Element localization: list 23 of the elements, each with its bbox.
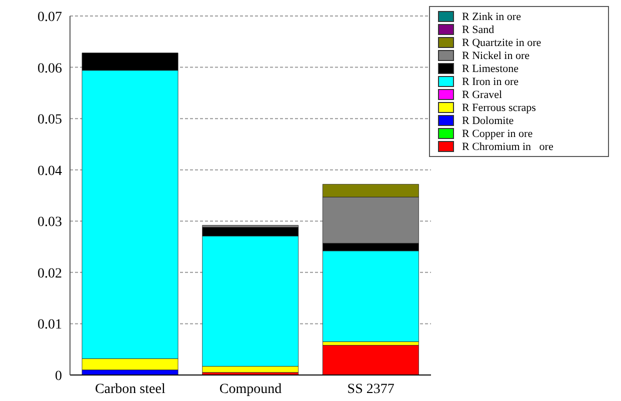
legend-label: R Sand xyxy=(462,24,494,36)
legend-label: R Ferrous scraps xyxy=(462,102,536,114)
legend-label: R Dolomite xyxy=(462,114,514,126)
legend-label: R Zink in ore xyxy=(462,10,521,22)
legend-label: R Nickel in ore xyxy=(462,50,530,62)
y-tick-label: 0.07 xyxy=(38,10,62,25)
legend-label: R Quartzite in ore xyxy=(462,36,542,48)
y-tick-label: 0.06 xyxy=(38,61,62,76)
legend-label: R Chromium in ore xyxy=(462,140,554,152)
bar xyxy=(322,345,419,375)
y-tick-label: 0.01 xyxy=(38,318,62,333)
y-tick-label: 0.04 xyxy=(38,164,62,179)
legend-label: R Limestone xyxy=(462,62,519,74)
y-tick-label: 0.05 xyxy=(38,112,62,128)
legend-label: R Iron in ore xyxy=(462,76,519,88)
legend-label: R Gravel xyxy=(462,88,502,100)
y-tick-label: 0 xyxy=(55,368,62,384)
x-tick-label: Carbon steel xyxy=(94,382,166,397)
y-tick-label: 0.02 xyxy=(38,266,62,282)
y-tick-label: 0.03 xyxy=(38,215,62,230)
legend-label: R Copper in ore xyxy=(462,128,533,140)
x-tick-label: SS 2377 xyxy=(347,382,394,397)
x-tick-label: Compound xyxy=(219,382,282,397)
